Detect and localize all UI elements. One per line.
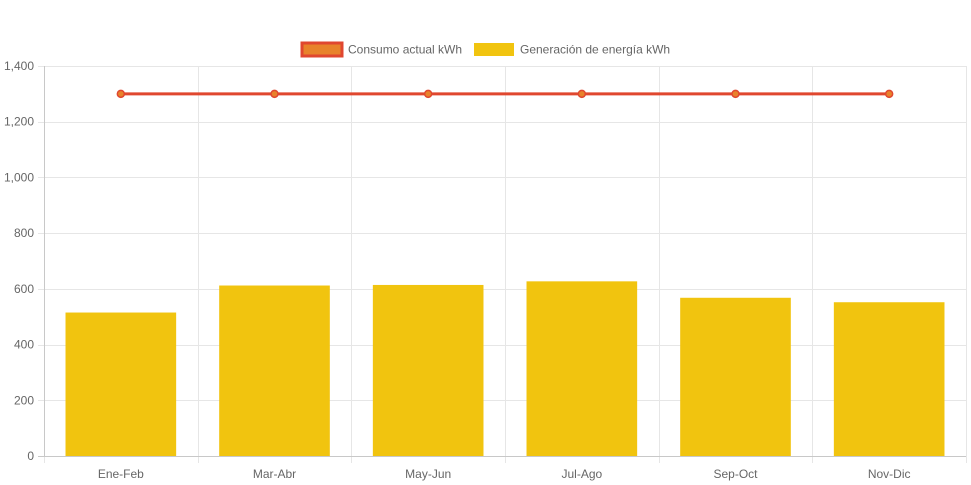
bar-nov-dic[interactable] [833, 302, 945, 456]
bar-may-jun[interactable] [372, 284, 484, 456]
x-axis-ticks: Ene-Feb Mar-Abr May-Jun Jul-Ago Sep-Oct Nov-D… [98, 467, 911, 481]
line-series [116, 89, 894, 99]
x-tick-label: Jul-Ago [561, 467, 602, 481]
y-tick-label: 1,000 [4, 170, 34, 184]
bar-mar-abr[interactable] [219, 285, 330, 456]
consumo-point[interactable] [270, 89, 279, 99]
x-tick-label: May-Jun [405, 467, 451, 481]
consumo-point[interactable] [731, 89, 740, 99]
axes [38, 66, 966, 457]
y-tick-label: 800 [14, 226, 34, 240]
y-tick-label: 1,200 [4, 115, 34, 129]
x-tick-label: Mar-Abr [253, 467, 296, 481]
legend-label-generacion: Generación de energía kWh [520, 43, 670, 57]
consumo-point[interactable] [884, 89, 894, 99]
legend-swatch-generacion [474, 43, 514, 56]
y-tick-label: 200 [14, 393, 34, 407]
bar-jul-ago[interactable] [526, 281, 638, 456]
bar-sep-oct[interactable] [680, 297, 791, 456]
gridlines [38, 66, 967, 463]
x-tick-label: Nov-Dic [868, 467, 911, 481]
bar-ene-feb[interactable] [65, 312, 177, 456]
consumo-point[interactable] [577, 89, 587, 99]
legend-swatch-consumo [300, 41, 344, 58]
y-tick-label: 1,400 [4, 59, 34, 73]
y-tick-label: 0 [27, 449, 34, 463]
legend-label-consumo: Consumo actual kWh [348, 43, 462, 57]
legend-item-consumo[interactable]: Consumo actual kWh [300, 41, 462, 58]
y-tick-label: 400 [14, 338, 34, 352]
x-tick-label: Sep-Oct [713, 467, 758, 481]
legend: Consumo actual kWh Generación de energía… [300, 41, 670, 58]
legend-item-generacion[interactable]: Generación de energía kWh [474, 43, 670, 57]
bar-series [65, 281, 945, 456]
y-axis-ticks: 0 200 400 600 800 1,000 1,200 1,400 [4, 59, 34, 463]
consumo-point[interactable] [423, 89, 433, 99]
y-tick-label: 600 [14, 282, 34, 296]
consumo-point[interactable] [116, 89, 126, 99]
x-tick-label: Ene-Feb [98, 467, 144, 481]
